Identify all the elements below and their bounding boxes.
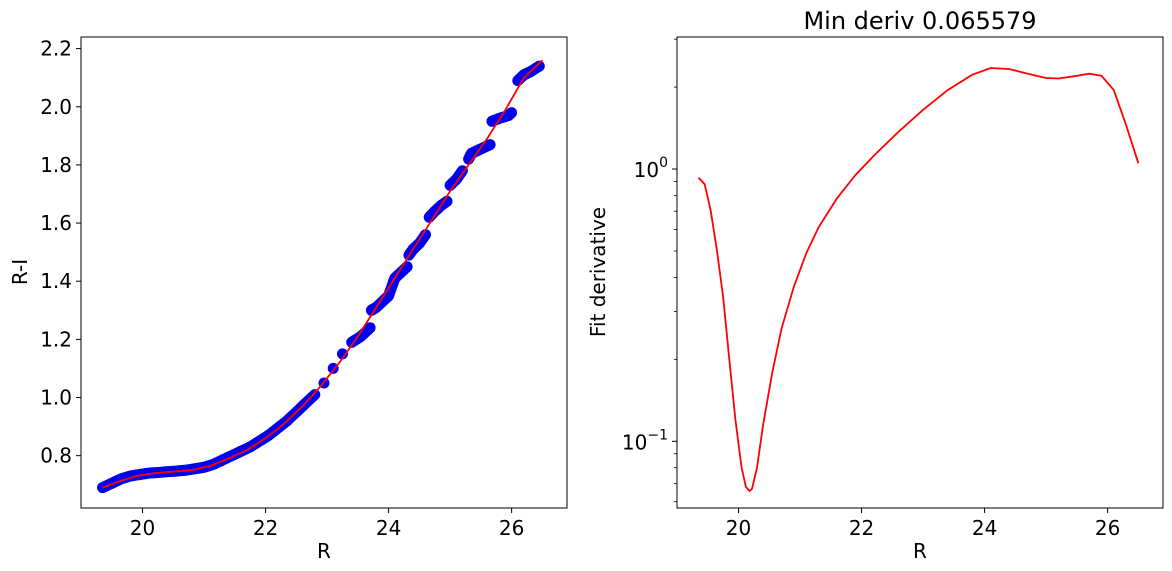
left-scatter-points bbox=[97, 60, 545, 494]
right-y-ticks: 10−1 100 bbox=[622, 38, 677, 503]
right-derivative-line bbox=[697, 67, 1140, 493]
x-tick-label: 26 bbox=[499, 516, 524, 540]
data-point bbox=[309, 389, 321, 401]
right-chart-title: Min deriv 0.065579 bbox=[803, 7, 1036, 35]
left-x-axis-label: R bbox=[317, 539, 331, 563]
data-point bbox=[364, 322, 376, 334]
y-tick-label: 2.2 bbox=[40, 37, 72, 61]
left-y-ticks: 0.8 1.0 1.2 1.4 1.6 1.8 2.0 2.2 bbox=[40, 37, 81, 468]
x-tick-label: 24 bbox=[376, 516, 401, 540]
y-tick-label: 1.0 bbox=[40, 386, 72, 410]
x-tick-label: 20 bbox=[726, 516, 751, 540]
left-x-ticks: 20 22 24 26 bbox=[130, 508, 524, 540]
data-point bbox=[533, 60, 545, 72]
data-point bbox=[484, 139, 496, 151]
right-x-ticks: 20 22 24 26 bbox=[726, 508, 1120, 540]
data-point bbox=[337, 348, 348, 360]
x-tick-label: 26 bbox=[1095, 516, 1120, 540]
left-fit-line bbox=[102, 59, 544, 489]
left-y-axis-label: R-I bbox=[8, 259, 32, 285]
x-tick-label: 24 bbox=[972, 516, 997, 540]
x-tick-label: 22 bbox=[253, 516, 278, 540]
data-point bbox=[506, 107, 518, 119]
right-plot-frame bbox=[676, 36, 1164, 509]
left-panel: 20 22 24 26 0.8 1.0 1.2 1.4 1.6 1.8 2.0 2.2 R R-I bbox=[8, 36, 568, 563]
y-tick-label: 1.2 bbox=[40, 327, 72, 351]
y-tick-label: 2.0 bbox=[40, 95, 72, 119]
right-panel: 20 22 24 26 10−1 100 Min deriv 0.065579 R Fi… bbox=[586, 7, 1164, 563]
data-point bbox=[456, 165, 468, 177]
data-point bbox=[401, 261, 413, 273]
y-tick-label: 100 bbox=[634, 155, 668, 182]
y-tick-label: 10−1 bbox=[622, 427, 668, 454]
data-point bbox=[441, 195, 453, 207]
y-tick-label: 0.8 bbox=[40, 444, 72, 468]
y-tick-label: 1.8 bbox=[40, 153, 72, 177]
x-tick-label: 22 bbox=[849, 516, 874, 540]
y-tick-label: 1.6 bbox=[40, 211, 72, 235]
x-tick-label: 20 bbox=[130, 516, 155, 540]
right-x-axis-label: R bbox=[913, 539, 927, 563]
right-y-axis-label: Fit derivative bbox=[586, 207, 610, 337]
y-tick-label: 1.4 bbox=[40, 269, 72, 293]
left-plot-frame bbox=[80, 36, 568, 509]
data-point bbox=[420, 229, 431, 241]
